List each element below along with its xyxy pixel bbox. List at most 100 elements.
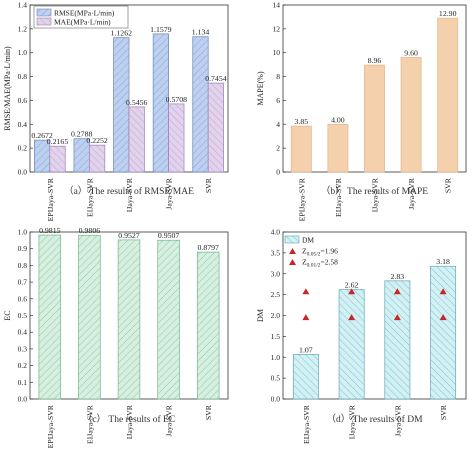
bar-value-label: 1.1262	[111, 29, 133, 38]
bar-value-label: 0.2165	[47, 137, 69, 146]
legend-label-dm: DM	[302, 236, 314, 245]
critical-value-marker	[348, 288, 356, 295]
y-tick-label: 6	[276, 96, 280, 105]
y-tick-label: 0.4	[18, 120, 28, 129]
x-tick-label: Jaya-SVR	[165, 404, 174, 436]
bar-value-label: 0.9527	[118, 231, 140, 240]
y-tick-label: 0.1	[18, 378, 28, 387]
legend-swatch-mae	[36, 17, 52, 26]
bar	[338, 289, 365, 400]
bar-value-label: 8.96	[368, 56, 382, 65]
bar	[437, 17, 459, 173]
legend-label-z2: Z0.01/2=2.58	[302, 258, 338, 269]
bar-value-label: 0.9507	[158, 231, 180, 240]
legend-marker-z1	[289, 248, 296, 254]
y-tick-label: 1.4	[18, 1, 28, 10]
bar-value-label: 0.7454	[205, 74, 227, 83]
panel-caption: （d） The results of DM	[326, 413, 423, 425]
x-tick-label: Jaya-SVR	[407, 177, 416, 209]
bar	[192, 36, 209, 173]
bar-value-label: 3.18	[436, 257, 450, 266]
x-tick-label: IJaya-SVR	[371, 177, 380, 212]
bar	[400, 57, 422, 173]
critical-value-marker	[302, 288, 310, 295]
bar	[49, 145, 66, 173]
critical-value-marker	[439, 288, 447, 295]
bar-value-label: 3.85	[294, 117, 308, 126]
y-tick-label: 0.0	[18, 395, 28, 404]
y-tick-label: 0.2	[18, 144, 28, 153]
bar-value-label: 0.2252	[86, 136, 108, 145]
panel-ec: 0.0 0.1 0.2 0.3 0.4 0.5 0.6 0.7 0.8 0.9 1.0 EC EPIJa…	[3, 226, 229, 448]
bar	[196, 251, 220, 400]
bar-value-label: 0.9815	[39, 226, 61, 235]
x-tick-label: Jaya-SVR	[165, 177, 174, 209]
legend-label-mae: MAE(MPa·L/min)	[54, 18, 111, 27]
bar-value-label: 2.62	[345, 281, 359, 290]
x-tick-label: IJaya-SVR	[125, 177, 134, 212]
x-tick-label: EPIJaya-SVR	[297, 177, 306, 221]
x-tick-label: EPIJaya-SVR	[46, 177, 55, 221]
bar	[207, 82, 224, 173]
y-tick-label: 12	[273, 24, 281, 33]
bar-value-label: 0.2788	[71, 130, 93, 139]
bar-value-label: 12.90	[439, 9, 457, 18]
x-tick-label: SVR	[439, 404, 448, 420]
y-axis-label: EC	[3, 310, 12, 320]
bar	[128, 106, 145, 173]
legend-rmse-mae: RMSE(MPa·L/min) MAE(MPa·L/min)	[33, 5, 129, 29]
bar-value-label: 9.60	[404, 48, 418, 57]
y-tick-label: 10	[273, 48, 281, 57]
y-tick-label: 2	[276, 144, 280, 153]
critical-value-marker	[439, 314, 447, 321]
bar	[89, 144, 106, 173]
x-tick-label: SVR	[204, 404, 213, 420]
panel-dm: 0.0 0.5 1.0 1.5 2.0 2.5 3.0 3.5 4.0 DM EIJaya-SVR 1…	[256, 228, 467, 444]
legend-swatch-dm	[284, 235, 300, 244]
y-tick-label: 0.8	[18, 261, 28, 270]
bar-value-label: 0.5456	[126, 98, 148, 107]
legend-label-rmse: RMSE(MPa·L/min)	[54, 9, 115, 18]
bar	[113, 37, 130, 173]
panel-mape: 0 2 4 6 8 10 12 14 MAPE(%) EPIJaya-SVR 3.85 EIJaya-…	[256, 1, 467, 221]
bar	[290, 125, 312, 173]
critical-value-marker	[348, 314, 356, 321]
y-tick-label: 8	[276, 72, 280, 81]
bar	[292, 353, 319, 400]
bar	[38, 234, 62, 400]
bar-value-label: 0.5708	[166, 95, 188, 104]
panel-rmse-mae: 0.0 0.2 0.4 0.6 0.8 1.0 1.2 1.4 RMSE/MAE(MPa·L/m…	[3, 1, 229, 221]
bar-value-label: 1.134	[192, 28, 210, 37]
x-tick-label: Jaya-SVR	[393, 404, 402, 436]
bar	[157, 239, 180, 400]
critical-value-marker	[393, 288, 401, 295]
panel-caption: （b） The results of MAPE	[321, 185, 428, 197]
y-tick-label: 0.4	[18, 328, 28, 337]
legend-label-z1: Z0.05/2=1.96	[302, 247, 338, 258]
y-tick-label: 0.9	[18, 244, 28, 253]
bar	[152, 33, 169, 173]
legend-dm: DM Z0.05/2=1.96 Z0.01/2=2.58	[284, 235, 338, 269]
y-tick-label: 0.6	[18, 294, 28, 303]
x-tick-label: IJaya-SVR	[125, 404, 134, 439]
x-tick-label: EIJaya-SVR	[334, 177, 343, 217]
y-tick-label: 0.3	[18, 344, 28, 353]
y-axis-label: MAPE(%)	[256, 71, 265, 106]
bar-value-label: 2.83	[391, 272, 405, 281]
y-tick-label: 1.2	[18, 24, 28, 33]
y-tick-label: 0.7	[18, 278, 28, 287]
y-axis-label: DM	[256, 309, 265, 322]
x-tick-label: SVR	[444, 177, 453, 193]
bar	[430, 265, 457, 400]
y-tick-label: 0.8	[18, 72, 28, 81]
y-axis-label: RMSE/MAE(MPa·L/min)	[3, 46, 12, 131]
bar-value-label: 4.00	[331, 115, 345, 124]
y-tick-label: 1.0	[18, 48, 28, 57]
y-tick-label: 0	[276, 168, 280, 177]
y-tick-label: 1.0	[18, 228, 28, 237]
x-tick-label: EIJaya-SVR	[85, 177, 94, 217]
bar	[78, 234, 101, 400]
y-tick-label: 0.2	[18, 361, 28, 370]
bar-value-label: 1.1579	[150, 25, 172, 34]
